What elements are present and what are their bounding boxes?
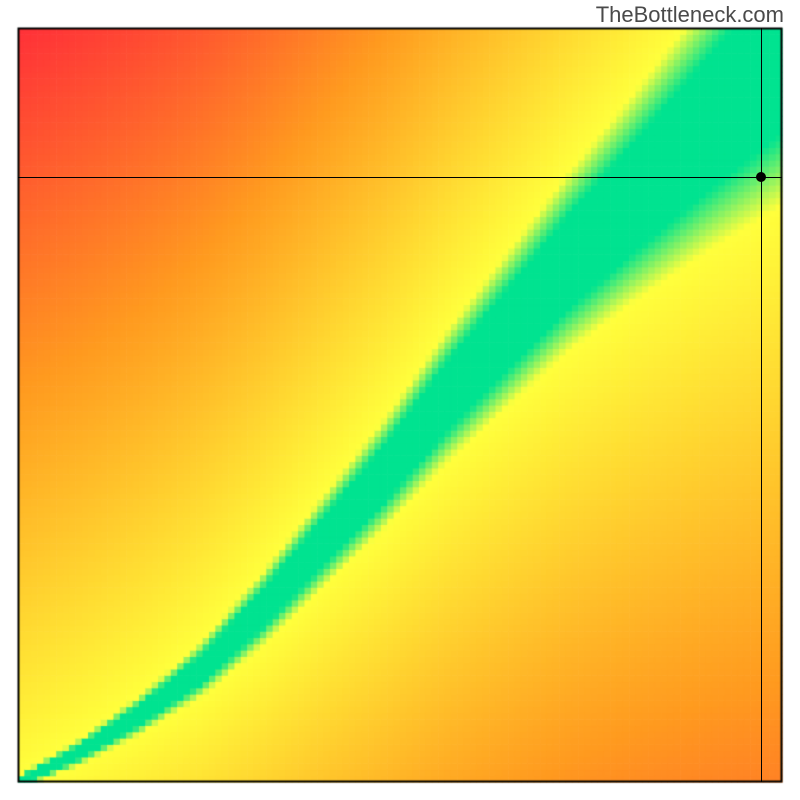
bottleneck-heatmap (0, 0, 800, 800)
watermark-text: TheBottleneck.com (596, 2, 784, 28)
crosshair-horizontal (18, 177, 782, 178)
crosshair-marker (756, 172, 766, 182)
crosshair-vertical (761, 28, 762, 782)
